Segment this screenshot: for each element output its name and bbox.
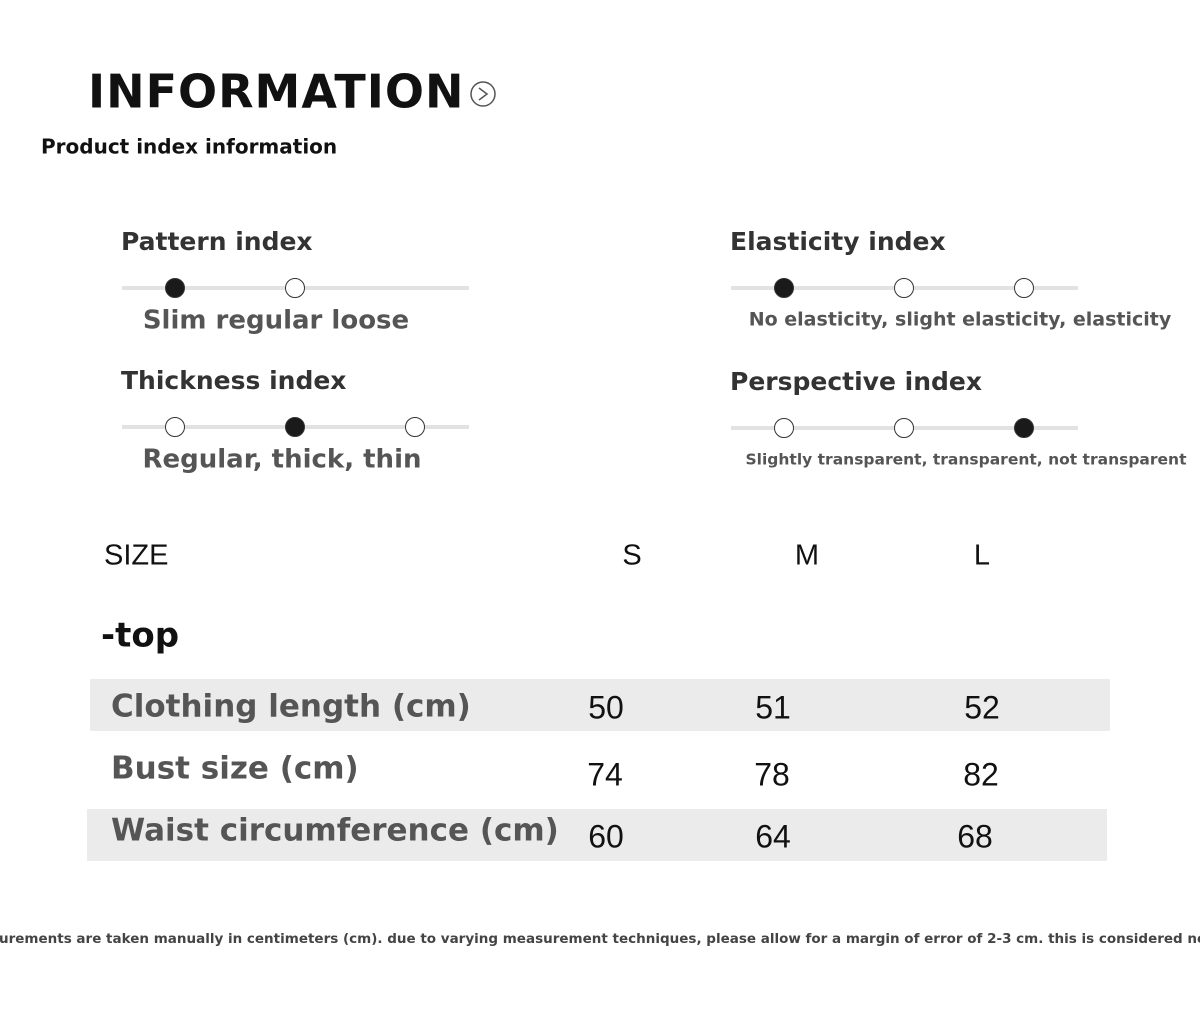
row-value: 78: [754, 756, 790, 792]
index-caption: Regular, thick, thin: [142, 445, 421, 475]
row-band: [87, 809, 1107, 861]
row-value: 52: [964, 689, 1000, 725]
index-dot: [1014, 278, 1034, 298]
index-dot: [285, 417, 305, 437]
row-value: 51: [755, 689, 791, 725]
index-dot: [894, 278, 914, 298]
section-label: -top: [101, 616, 179, 656]
row-band: [90, 679, 1110, 731]
row-value: 74: [587, 756, 623, 792]
index-caption: No elasticity, slight elasticity, elasti…: [749, 309, 1172, 331]
arrow-icon: [470, 81, 496, 107]
table-header: M: [795, 540, 819, 572]
row-label: Bust size (cm): [111, 751, 359, 787]
index-title: Thickness index: [121, 366, 346, 395]
row-value: 50: [588, 689, 624, 725]
index-dot: [165, 278, 185, 298]
row-label: Clothing length (cm): [111, 689, 471, 725]
row-value: 82: [963, 756, 999, 792]
table-header: L: [974, 540, 990, 572]
subtitle: Product index information: [41, 135, 337, 159]
table-header: S: [622, 540, 641, 572]
index-dot: [774, 278, 794, 298]
index-title: Perspective index: [730, 367, 982, 396]
row-value: 60: [588, 818, 624, 854]
footer-note: Measurements are taken manually in centi…: [0, 931, 1200, 947]
row-label: Waist circumference (cm): [111, 813, 559, 849]
row-value: 64: [755, 818, 791, 854]
index-title: Pattern index: [121, 227, 313, 256]
index-dot: [774, 418, 794, 438]
index-caption: Slim regular loose: [143, 306, 409, 336]
title: INFORMATION: [88, 65, 464, 119]
index-dot: [894, 418, 914, 438]
row-value: 68: [957, 818, 993, 854]
index-caption: Slightly transparent, transparent, not t…: [746, 451, 1188, 469]
index-dot: [1014, 418, 1034, 438]
index-dot: [285, 278, 305, 298]
index-dot: [165, 417, 185, 437]
table-header: SIZE: [104, 540, 168, 572]
index-title: Elasticity index: [730, 227, 946, 256]
index-dot: [405, 417, 425, 437]
